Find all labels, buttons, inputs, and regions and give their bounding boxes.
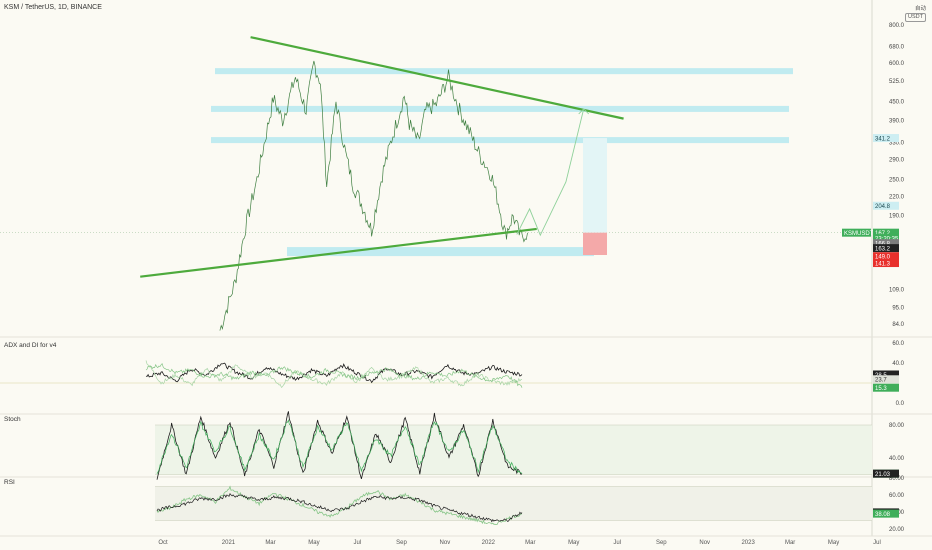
series-layer — [145, 60, 528, 525]
time-axis-tick: 2022 — [482, 540, 496, 546]
price-tag-label: 15.3 — [875, 386, 887, 392]
price-axis-tick: 220.0 — [889, 194, 905, 200]
projection-path — [516, 108, 585, 237]
price-axis-tick: 95.0 — [892, 306, 904, 312]
price-series-line — [219, 60, 528, 331]
price-axis-tick: 450.0 — [889, 99, 905, 105]
rsi-panel-label: RSI — [4, 479, 15, 486]
price-tag-label: 341.2 — [875, 136, 891, 142]
adx-series-line — [145, 362, 523, 384]
rsi-axis-tick: 60.00 — [889, 493, 905, 499]
price-tag — [873, 375, 899, 384]
time-axis-tick: May — [308, 540, 319, 546]
price-tag-label: KSMUSDT — [844, 231, 874, 237]
price-tag-label: 38.08 — [875, 512, 891, 518]
price-tag — [873, 252, 899, 261]
time-axis-tick: May — [828, 540, 839, 546]
stop-zone — [583, 232, 607, 256]
price-tag — [873, 244, 899, 253]
time-axis-tick: Jul — [613, 540, 621, 546]
support-resistance-zone — [211, 105, 789, 112]
price-tag — [873, 239, 899, 248]
time-axis-tick: Nov — [699, 540, 710, 546]
price-axis-tick: 190.0 — [889, 214, 905, 220]
stoch-panel-label: Stoch — [4, 416, 21, 423]
background-layer — [0, 0, 932, 537]
time-axis-tick: Sep — [656, 540, 667, 546]
price-axis-tick: 680.0 — [889, 45, 905, 51]
stoch-axis-tick: 40.00 — [889, 456, 905, 462]
zones-layer — [211, 68, 793, 257]
price-tag-label: 23.7 — [875, 378, 887, 384]
price-tag — [842, 228, 871, 237]
price-axis-tick: 250.0 — [889, 177, 905, 183]
time-axis-tick: Mar — [525, 540, 535, 546]
scale-auto-label: 自动 — [914, 6, 926, 12]
rsi-series-line — [156, 493, 523, 523]
rsi-axis-tick: 80.00 — [889, 476, 905, 482]
price-axis-tick: 390.0 — [889, 118, 905, 124]
stoch-series-line — [156, 419, 523, 474]
price-tag — [873, 234, 899, 243]
price-tag-label: 141.3 — [875, 261, 891, 267]
support-resistance-zone — [287, 247, 594, 257]
rsi-band-fill — [155, 486, 872, 521]
price-tag-label: 149.0 — [875, 255, 891, 261]
price-tag — [873, 259, 899, 268]
price-tag — [873, 134, 899, 143]
descending-trendline — [250, 36, 624, 120]
price-tag-label: 21.03 — [875, 472, 891, 478]
time-axis-tick: 2021 — [222, 540, 236, 546]
adx-series-line — [145, 360, 523, 388]
time-axis-tick: Jul — [873, 540, 881, 546]
price-axis-tick: 800.0 — [889, 23, 905, 29]
time-axis-tick: Mar — [785, 540, 795, 546]
currency-badge[interactable]: USDT — [905, 13, 926, 22]
price-axis-tick: 330.0 — [889, 140, 905, 146]
ascending-trendline — [140, 227, 537, 278]
price-axis-tick: 109.0 — [889, 287, 905, 293]
price-tag — [873, 383, 899, 392]
price-tag — [873, 228, 899, 237]
time-axis-tick: Mar — [265, 540, 275, 546]
scale-selector[interactable]: 自动 USDT — [905, 6, 926, 22]
symbol-title: KSM / TetherUS, 1D, BINANCE — [4, 4, 102, 11]
projection-arrowhead — [578, 108, 590, 115]
price-tag — [873, 509, 899, 518]
adx-axis-tick: 40.0 — [892, 361, 904, 367]
adx-panel-label: ADX and DI for v4 — [4, 342, 57, 349]
time-axis-tick: Oct — [158, 540, 168, 546]
adx-series-line — [145, 363, 523, 388]
adx-axis-tick: 0.0 — [896, 401, 905, 407]
price-tag-label: 163.2 — [875, 246, 891, 252]
adx-axis-tick: 60.0 — [892, 341, 904, 347]
price-axis-tick: 84.0 — [892, 322, 904, 328]
time-axis-tick: 2023 — [741, 540, 755, 546]
price-tags-layer: 341.2204.8KSMUSDT167.223:20:35166.8163.2… — [842, 134, 899, 518]
price-tag — [873, 370, 899, 379]
stoch-axis-tick: 80.00 — [889, 423, 905, 429]
price-tag — [873, 201, 899, 210]
time-axis-tick: Jul — [354, 540, 362, 546]
price-axis-tick: 600.0 — [889, 61, 905, 67]
rsi-axis-tick: 20.00 — [889, 527, 905, 533]
target-zone — [583, 138, 607, 233]
price-tag-label: 167.2 — [875, 231, 891, 237]
time-axis-tick: May — [568, 540, 579, 546]
support-resistance-zone — [215, 68, 793, 75]
price-axis-tick: 525.0 — [889, 79, 905, 85]
trendlines-layer — [140, 36, 624, 278]
support-resistance-zone — [211, 137, 789, 144]
time-axis-tick: Nov — [440, 540, 451, 546]
price-axis-tick: 290.0 — [889, 158, 905, 164]
time-axis-tick: Sep — [396, 540, 407, 546]
price-tag — [873, 469, 899, 478]
price-tag-label: 204.8 — [875, 204, 891, 210]
